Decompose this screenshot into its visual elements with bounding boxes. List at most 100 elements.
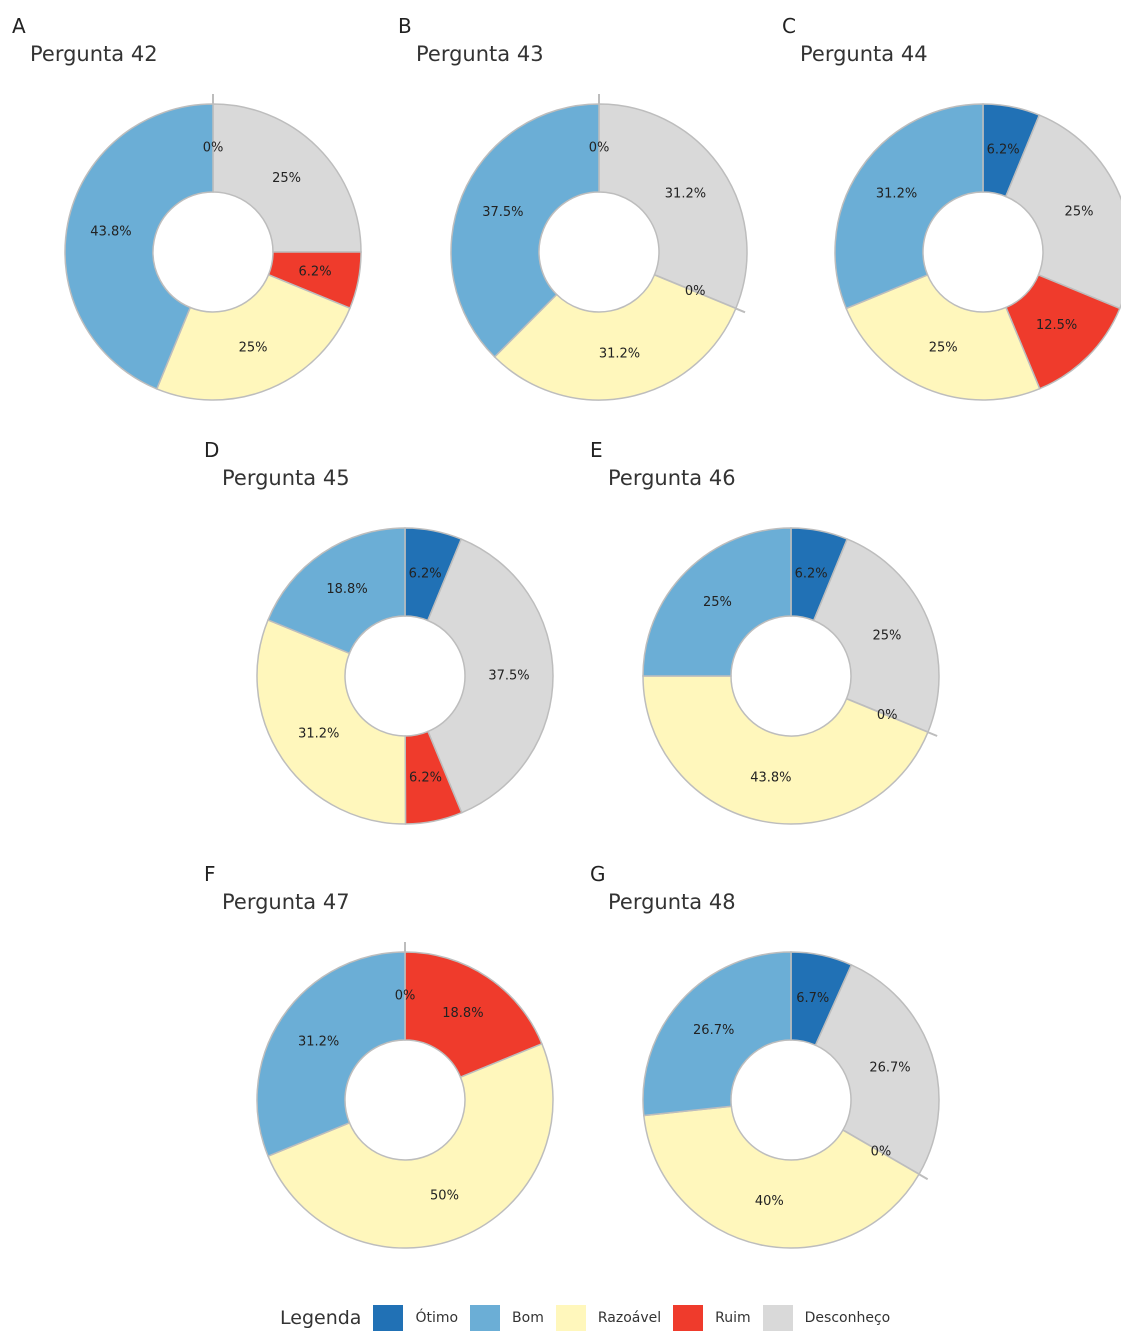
chart-panel-g: G Pergunta 48 6.7% 26.7% 0% 40% 26.7% <box>590 862 970 1282</box>
legend-label: Ótimo <box>415 1310 459 1326</box>
donut-slice <box>426 538 554 814</box>
donut-chart: 6.2% 25% 12.5% 25% 31.2% <box>834 103 1121 401</box>
donut-slice <box>1004 114 1121 310</box>
slice-label: 0% <box>203 141 224 156</box>
donut-slice <box>404 951 543 1079</box>
slice-label: 31.2% <box>876 187 917 202</box>
slice-label: 50% <box>430 1189 459 1204</box>
donut-slice <box>155 273 351 401</box>
slice-label: 31.2% <box>298 727 339 742</box>
slice-label: 37.5% <box>482 205 523 220</box>
panel-letter: E <box>590 438 603 462</box>
slice-label: 43.8% <box>750 771 791 786</box>
slice-label: 6.2% <box>987 142 1020 157</box>
legend-swatch <box>762 1305 793 1331</box>
donut-slice <box>267 1042 554 1249</box>
legend-label: Razoável <box>597 1310 662 1326</box>
legend-swatch <box>470 1305 501 1331</box>
slice-label: 18.8% <box>326 582 367 597</box>
slice-label: 26.7% <box>869 1061 910 1076</box>
chart-panel-d: D Pergunta 45 6.2% 37.5% 6.2% 31.2% 18.8% <box>204 438 584 858</box>
legend-label: Desconheço <box>804 1310 891 1326</box>
donut-slice <box>812 538 940 734</box>
legend-swatch <box>673 1305 704 1331</box>
legend-label: Ruim <box>715 1310 751 1326</box>
slice-label: 25% <box>272 171 301 186</box>
donut-slice <box>598 103 748 310</box>
slice-label: 25% <box>703 595 732 610</box>
panel-title: Pergunta 45 <box>222 466 350 490</box>
donut-slice <box>64 103 214 390</box>
panel-title: Pergunta 44 <box>800 42 928 66</box>
donut-chart: 6.2% 25% 0% 43.8% 25% <box>642 527 940 825</box>
panel-title: Pergunta 48 <box>608 890 736 914</box>
slice-label: 0% <box>395 989 416 1004</box>
slice-label: 26.7% <box>693 1023 734 1038</box>
slice-label: 12.5% <box>1036 318 1077 333</box>
donut-chart: 0% 25% 6.2% 25% 43.8% <box>64 94 362 401</box>
legend-item: Ruim <box>673 1305 751 1331</box>
slice-label: 31.2% <box>298 1035 339 1050</box>
donut-chart: 0% 31.2% 0% 31.2% 37.5% <box>450 94 748 401</box>
legend: Legenda Ótimo Bom Razoável Ruim Desconhe… <box>280 1305 902 1331</box>
slice-label: 0% <box>877 708 898 723</box>
donut-slice <box>814 963 940 1176</box>
legend-swatch <box>373 1305 404 1331</box>
donut-slice <box>845 273 1041 401</box>
panel-letter: B <box>398 14 412 38</box>
slice-label: 31.2% <box>665 187 706 202</box>
slice-label: 6.2% <box>409 566 442 581</box>
legend-title: Legenda <box>280 1307 362 1329</box>
donut-chart: 6.2% 37.5% 6.2% 31.2% 18.8% <box>256 527 554 825</box>
panel-title: Pergunta 47 <box>222 890 350 914</box>
slice-label: 25% <box>1065 205 1094 220</box>
donut-chart: 6.7% 26.7% 0% 40% 26.7% <box>642 951 940 1249</box>
legend-label: Bom <box>512 1310 544 1326</box>
chart-panel-f: F Pergunta 47 0% 18.8% 50% 31.2% <box>204 862 584 1282</box>
donut-slice <box>267 527 406 655</box>
donut-chart: 0% 18.8% 50% 31.2% <box>256 942 554 1249</box>
panel-letter: A <box>12 14 26 38</box>
legend-item: Ótimo <box>373 1305 458 1331</box>
slice-label: 0% <box>589 141 610 156</box>
panel-letter: G <box>590 862 606 886</box>
donut-slice <box>642 675 929 825</box>
slice-label: 0% <box>871 1145 892 1160</box>
donut-slice <box>642 951 792 1117</box>
panel-letter: D <box>204 438 220 462</box>
donut-slice <box>212 103 362 253</box>
donut-slice <box>256 618 407 825</box>
slice-label: 37.5% <box>488 668 529 683</box>
panel-letter: C <box>782 14 796 38</box>
legend-item: Razoável <box>555 1305 662 1331</box>
chart-panel-a: A Pergunta 42 0% 25% 6.2% 25% 43.8% <box>12 14 392 434</box>
slice-label: 6.2% <box>409 770 442 785</box>
slice-label: 6.2% <box>299 265 332 280</box>
slice-label: 18.8% <box>442 1006 483 1021</box>
slice-label: 6.2% <box>795 566 828 581</box>
slice-label: 0% <box>685 284 706 299</box>
panel-title: Pergunta 42 <box>30 42 158 66</box>
slice-label: 43.8% <box>90 224 131 239</box>
chart-panel-c: C Pergunta 44 6.2% 25% 12.5% 25% 31.2% <box>782 14 1121 434</box>
chart-panel-e: E Pergunta 46 6.2% 25% 0% 43.8% 25% <box>590 438 970 858</box>
slice-label: 25% <box>929 341 958 356</box>
slice-label: 25% <box>239 340 268 355</box>
donut-slice <box>834 103 984 310</box>
slice-label: 40% <box>755 1194 784 1209</box>
donut-slice <box>642 527 792 677</box>
slice-label: 6.7% <box>796 991 829 1006</box>
donut-slice <box>256 951 406 1158</box>
slice-label: 31.2% <box>599 346 640 361</box>
panel-title: Pergunta 43 <box>416 42 544 66</box>
donut-slice <box>493 273 737 401</box>
slice-label: 25% <box>873 628 902 643</box>
donut-slice <box>450 103 600 358</box>
chart-panel-b: B Pergunta 43 0% 31.2% 0% 31.2% 37.5% <box>398 14 778 434</box>
legend-item: Desconheço <box>762 1305 891 1331</box>
panel-title: Pergunta 46 <box>608 466 736 490</box>
legend-swatch <box>555 1305 586 1331</box>
donut-slice <box>642 1105 921 1249</box>
panel-letter: F <box>204 862 216 886</box>
legend-item: Bom <box>470 1305 544 1331</box>
